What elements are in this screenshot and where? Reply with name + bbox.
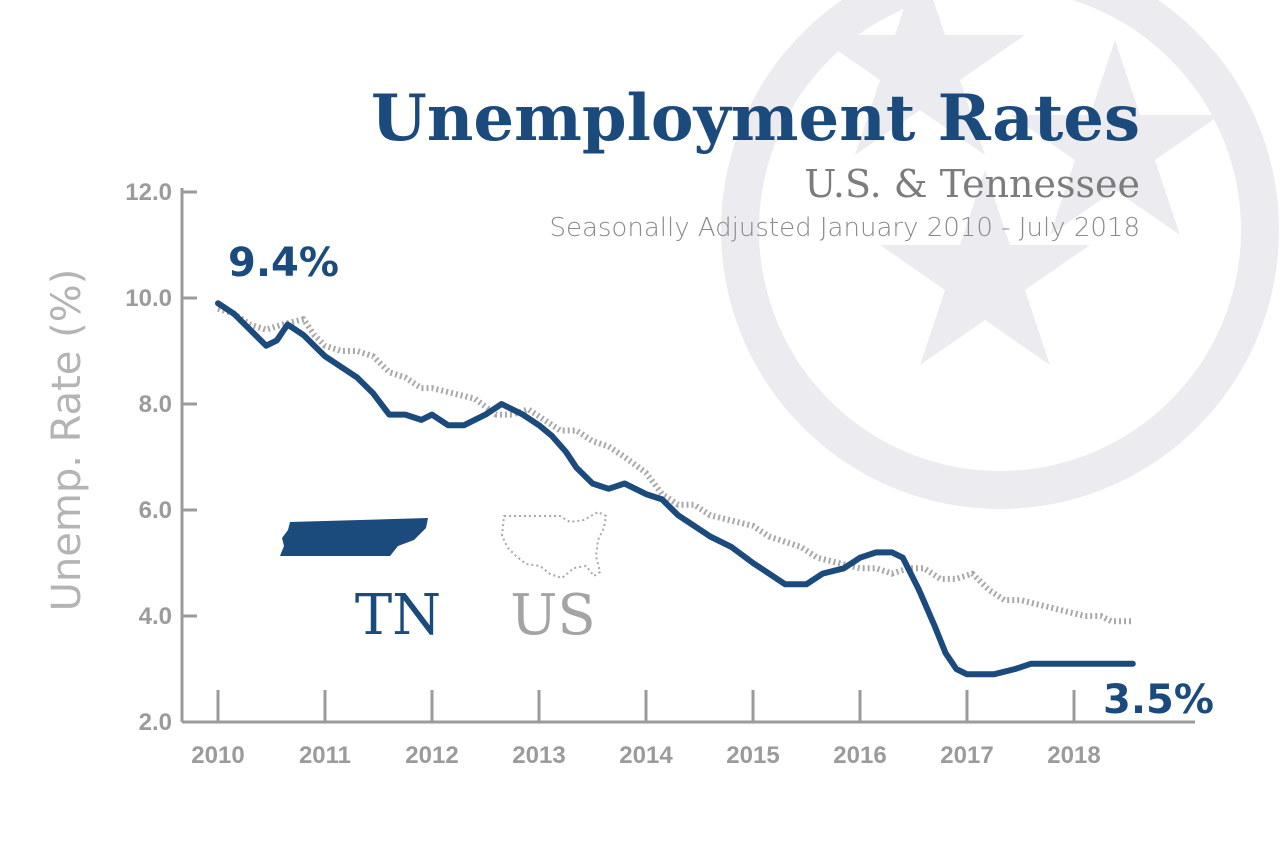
chart-title: Unemployment Rates — [371, 81, 1140, 156]
watermark-star-right — [1010, 40, 1220, 235]
series-line-us — [217, 305, 1133, 625]
y-tick-label: 4.0 — [139, 603, 172, 630]
annotation-start-value: 9.4% — [228, 240, 339, 286]
y-tick-label: 8.0 — [139, 391, 172, 418]
x-axis-ticks: 2010 2011 2012 2013 2014 2015 2016 2017 2018 — [191, 690, 1101, 769]
x-tick-label: 2016 — [833, 742, 886, 769]
chart-subtitle-dates: Seasonally Adjusted January 2010 - July … — [549, 213, 1140, 243]
x-tick-label: 2010 — [191, 742, 244, 769]
y-tick-label: 6.0 — [139, 497, 172, 524]
y-tick-label: 10.0 — [125, 285, 172, 312]
x-tick-label: 2013 — [512, 742, 565, 769]
watermark-star-bottom — [880, 170, 1090, 365]
y-tick-label: 2.0 — [139, 709, 172, 736]
x-tick-label: 2017 — [940, 742, 993, 769]
x-tick-label: 2015 — [726, 742, 779, 769]
tennessee-map-icon — [280, 518, 428, 556]
legend-label-tn: TN — [355, 583, 441, 648]
annotation-end-value: 3.5% — [1103, 677, 1214, 723]
x-tick-label: 2014 — [619, 742, 673, 769]
legend: TN US — [280, 510, 608, 648]
series-layer — [215, 300, 1136, 678]
x-tick-label: 2012 — [405, 742, 458, 769]
legend-label-us: US — [510, 583, 596, 648]
x-tick-label: 2018 — [1047, 742, 1100, 769]
series-line-tn — [215, 300, 1136, 678]
chart-subtitle: U.S. & Tennessee — [804, 162, 1140, 206]
y-axis-label: Unemp. Rate (%) — [44, 269, 90, 612]
x-tick-label: 2011 — [299, 742, 351, 769]
tristar-watermark-icon — [721, 0, 1279, 509]
y-axis-ticks: 2.0 4.0 6.0 8.0 10.0 12.0 — [125, 179, 197, 736]
watermark-star-top — [815, 0, 1025, 155]
us-map-outline-icon — [500, 510, 608, 580]
y-tick-label: 12.0 — [125, 179, 172, 206]
